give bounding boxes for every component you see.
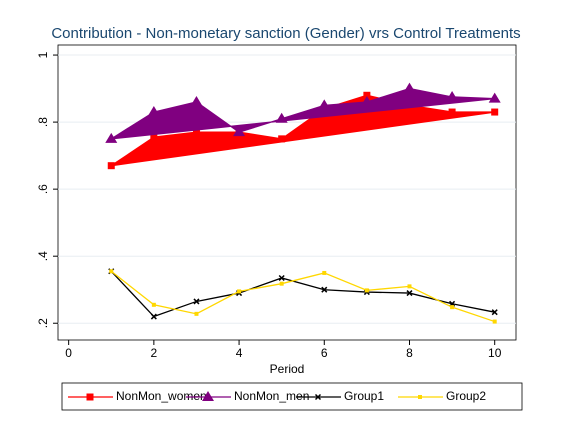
point [150, 313, 157, 320]
x-tick-label: 10 [488, 346, 502, 360]
point [446, 90, 459, 101]
point [193, 298, 200, 305]
point [109, 269, 114, 274]
x-axis-label: Period [270, 362, 305, 376]
legend-label: Group1 [344, 389, 384, 403]
point [278, 135, 286, 143]
legend-box [61, 382, 523, 411]
point [488, 92, 501, 103]
point [194, 311, 199, 316]
x-tick-label: 4 [236, 346, 243, 360]
point [233, 126, 246, 137]
legend-label: NonMon_men [234, 389, 309, 403]
y-tick-label: .8 [36, 117, 50, 127]
point [318, 99, 331, 110]
point [151, 302, 156, 307]
chart-title: Contribution - Non-monetary sanction (Ge… [51, 25, 520, 42]
point [321, 286, 328, 293]
point [322, 270, 327, 275]
y-tick-label: .2 [36, 318, 50, 328]
point [363, 91, 371, 99]
legend-marker [86, 393, 94, 401]
point [107, 162, 115, 170]
point [278, 274, 285, 282]
point [279, 281, 284, 286]
point [150, 133, 158, 141]
point [275, 112, 288, 123]
point [147, 106, 160, 117]
x-tick-label: 0 [65, 346, 72, 360]
point [364, 288, 369, 293]
legend-label: NonMon_women [116, 389, 207, 403]
plot-area [57, 44, 517, 341]
point [192, 128, 200, 136]
legend-marker [418, 395, 422, 399]
point [491, 309, 498, 316]
point [448, 108, 456, 116]
legend-marker [314, 393, 322, 401]
point [360, 95, 373, 106]
point [492, 319, 497, 324]
point [491, 108, 499, 116]
x-tick-label: 6 [321, 346, 328, 360]
point [450, 305, 455, 310]
x-tick-label: 8 [406, 346, 413, 360]
y-tick-label: .6 [36, 184, 50, 194]
series-line [110, 270, 495, 323]
point [190, 95, 203, 106]
legend-label: Group2 [446, 389, 486, 403]
point [237, 289, 242, 294]
point [406, 290, 413, 297]
point [105, 132, 118, 143]
x-tick-label: 2 [151, 346, 158, 360]
y-tick-label: 1 [36, 51, 50, 58]
legend-marker [202, 391, 214, 401]
point [407, 284, 412, 289]
y-tick-label: .4 [36, 251, 50, 261]
point [403, 82, 416, 93]
